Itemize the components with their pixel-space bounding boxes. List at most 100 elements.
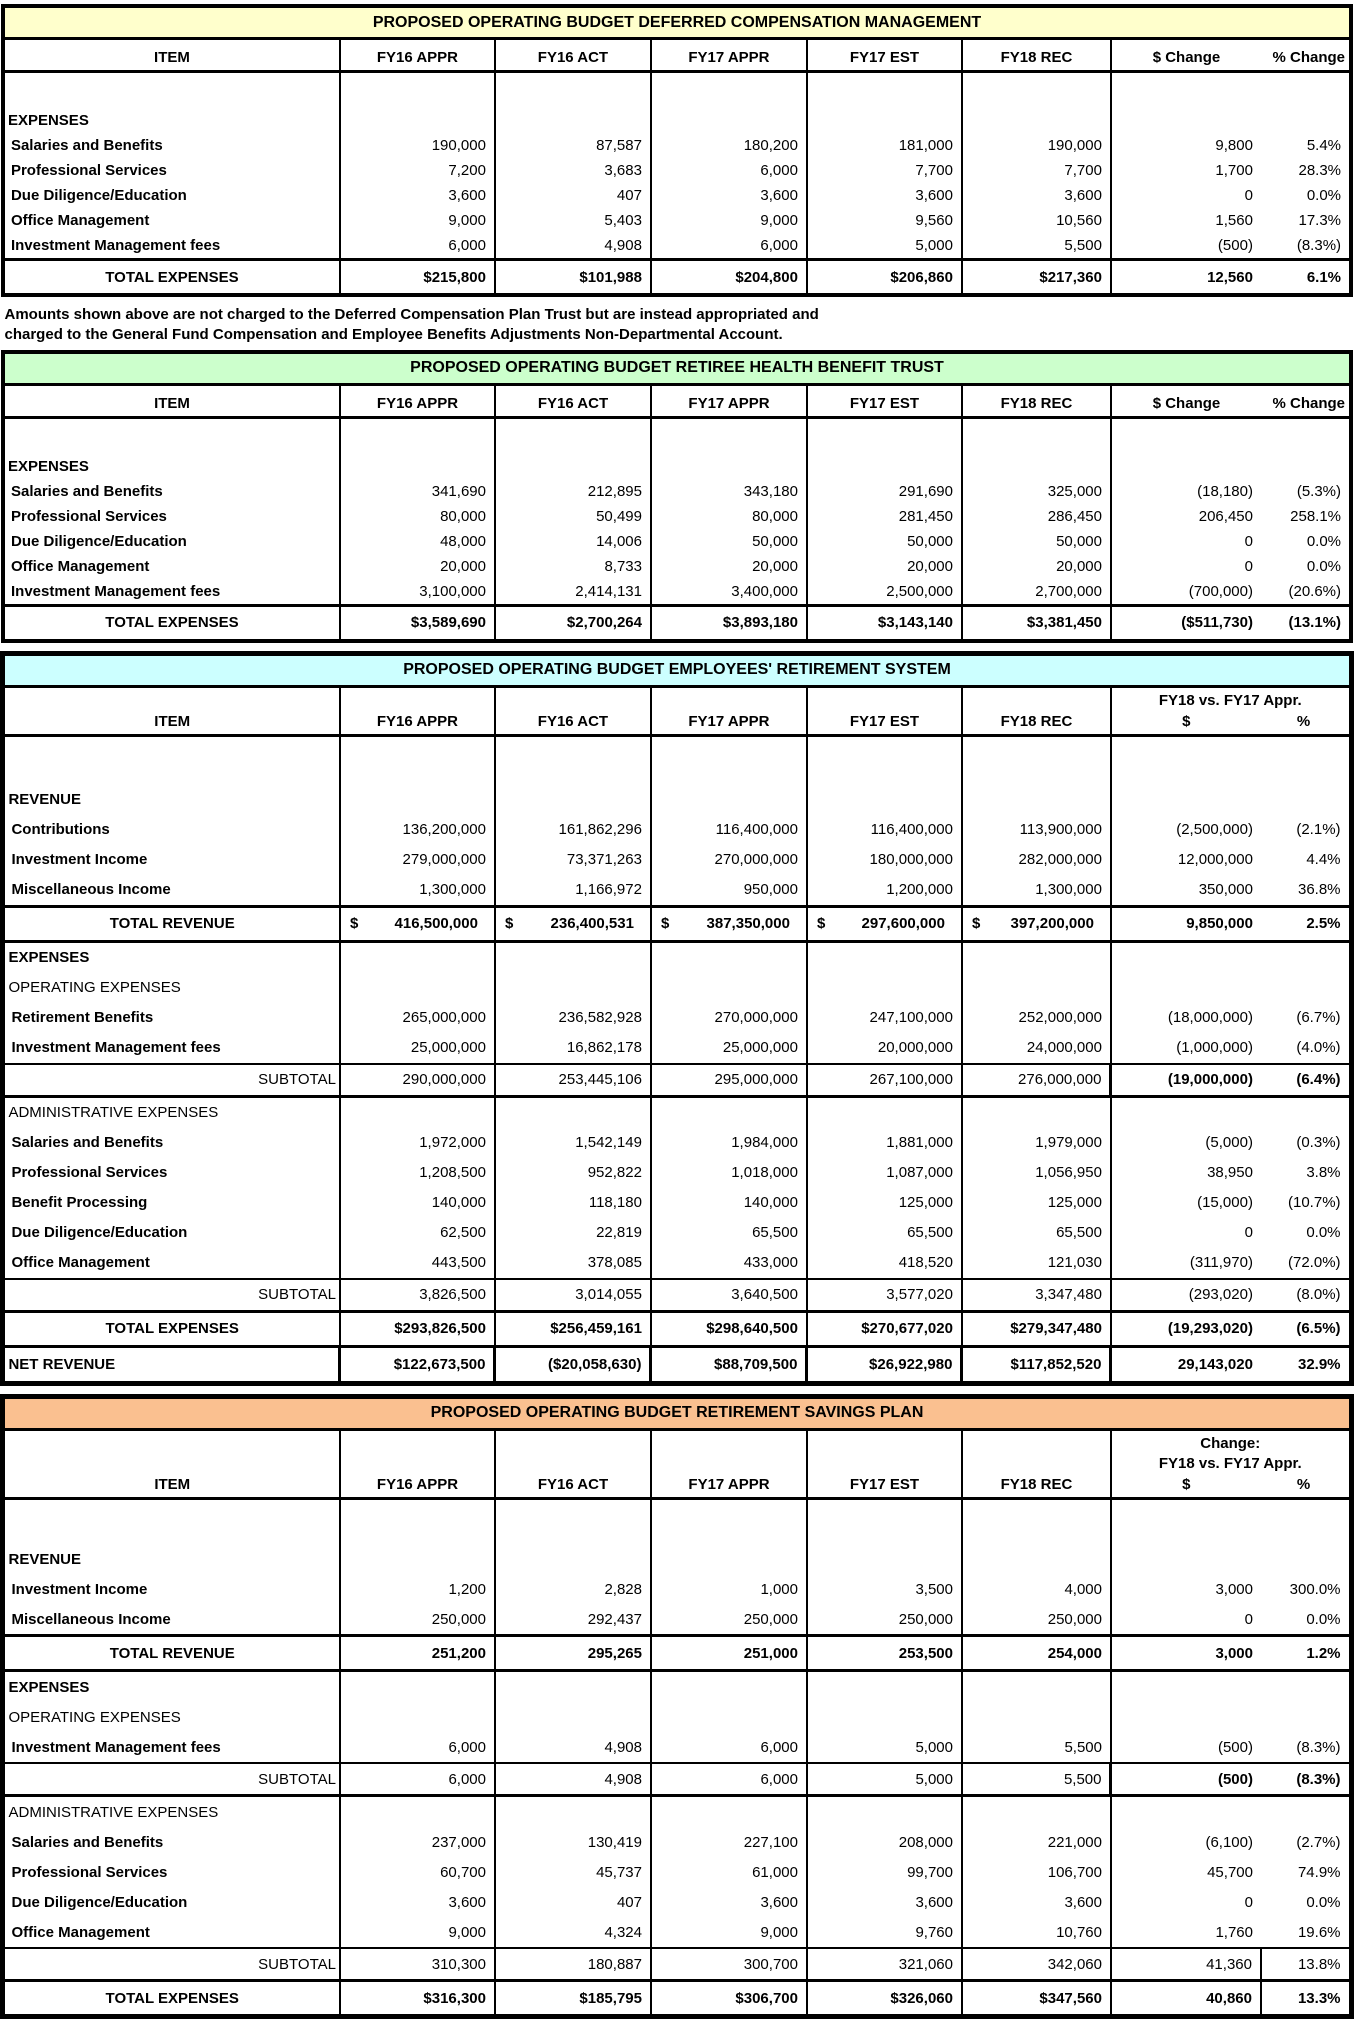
dollar-change-cell [1109,1498,1261,1545]
percent-change-cell: (6.5%) [1260,1309,1352,1348]
row-label: Due Diligence/Education [11,1224,188,1242]
value-cell [493,108,651,133]
value-cell: 190,000 [960,133,1111,158]
row-label: Retirement Benefits [11,1009,154,1027]
percent-change-cell: 0.0% [1306,1610,1341,1628]
dollar-change-cell [1109,71,1261,108]
col-header-item: ITEM [2,686,340,737]
percent-change-cell: 3.8% [1306,1164,1341,1182]
percent-change-cell: 1.2% [1260,1634,1352,1673]
table-row: Benefit Processing 140,000 118,180 140,000 1… [3,1187,1351,1218]
row-label: EXPENSES [7,457,89,475]
dollar-change-cell: 41,360 [1109,1947,1261,1981]
table-row: Investment Management fees 6,000 4,908 6,00… [3,1732,1351,1764]
table-row: Office Management 443,500 378,085 433,000 41… [3,1247,1351,1279]
value-cell: $3,381,450 [960,603,1111,642]
table-row: Salaries and Benefits 1,972,000 1,542,149 1… [3,1127,1351,1158]
value-cell: 7,200 [338,158,495,183]
value-cell: 3,600 [338,1887,495,1918]
value-cell: 9,000 [649,1917,807,1949]
value-cell: 2,700,000 [960,578,1111,605]
col-header-percent-change: % [1296,712,1311,730]
percent-change-cell: 6.1% [1260,258,1352,297]
table-row: Salaries and Benefits 190,000 87,587 180,20… [3,133,1351,158]
budget-table-retirement-savings-plan: PROPOSED OPERATING BUDGET RETIREMENT SAV… [0,1393,1354,2020]
value-cell: 253,445,106 [493,1062,651,1097]
row-label: Salaries and Benefits [10,482,163,500]
value-cell: $297,600,000 [805,904,962,943]
value-cell [338,1094,495,1128]
col-header-fy18-rec: FY18 REC [960,38,1111,73]
percent-change-cell: (2.1%) [1296,821,1341,839]
value-cell: $298,640,500 [649,1309,807,1348]
value-cell [493,1094,651,1128]
value-cell [960,417,1111,454]
dollar-change-cell: 0 [1109,553,1261,579]
table-row: Due Diligence/Education 3,600 407 3,600 3,60… [3,1887,1351,1918]
value-cell: 10,760 [960,1917,1111,1949]
row-label: Salaries and Benefits [11,1134,164,1152]
value-cell: 22,819 [493,1217,651,1248]
value-cell: 136,200,000 [338,814,495,845]
value-cell [338,784,495,815]
value-cell: 4,000 [960,1574,1111,1605]
value-cell: 267,100,000 [805,1062,962,1097]
value-cell [805,1670,962,1703]
dollar-change-cell: (311,970) [1109,1247,1261,1279]
col-header-dollar-change: $ [1182,1476,1191,1494]
table-row: TOTAL EXPENSES $215,800 $101,988 $204,800 $2… [2,258,1352,297]
value-cell [805,1544,962,1575]
value-cell [960,735,1111,785]
value-cell [649,453,807,479]
dollar-change-cell: 38,950 [1109,1157,1261,1188]
dollar-change-cell: ($511,730) [1109,603,1261,642]
dollar-change-cell [1109,453,1261,479]
value-cell: 20,000 [805,553,962,579]
value-cell: $387,350,000 [649,904,807,943]
value-cell [805,1498,962,1545]
row-label: Investment Income [11,1580,148,1598]
value-cell: 1,208,500 [338,1157,495,1188]
percent-change-cell [1261,1544,1351,1574]
dollar-change-cell [1109,1794,1261,1828]
dollar-change-cell: (6,100) [1109,1827,1261,1858]
value-cell: 1,972,000 [338,1127,495,1158]
value-cell: 3,347,480 [960,1277,1111,1312]
value-cell: 50,000 [649,528,807,554]
value-cell: 80,000 [649,503,807,529]
dollar-change-cell [1109,972,1261,1003]
col-header-fy16-appr: FY16 APPR [338,384,495,419]
value-cell: 125,000 [805,1187,962,1218]
table-header-row: ITEM FY16 APPR FY16 ACT FY17 APPR FY17 EST FY… [2,384,1352,419]
dollar-change-cell: 1,560 [1109,208,1261,233]
table-row: Investment Management fees 3,100,000 2,414… [3,578,1351,605]
row-label: REVENUE [8,1550,82,1568]
percent-change-cell: 28.3% [1298,162,1342,179]
dollar-change-cell [1109,735,1261,785]
value-cell [960,1498,1111,1545]
value-cell: 1,979,000 [960,1127,1111,1158]
value-cell: 45,737 [493,1857,651,1888]
value-cell: 140,000 [649,1187,807,1218]
accounting-value: $416,500,000 [342,915,486,932]
value-cell [960,784,1111,815]
table-row [3,735,1351,785]
value-cell: 282,000,000 [960,844,1111,875]
value-cell: 208,000 [805,1827,962,1858]
value-cell [493,1794,651,1828]
value-cell: 99,700 [805,1857,962,1888]
value-cell: 407 [493,183,651,208]
value-cell: 378,085 [493,1247,651,1279]
value-cell: 250,000 [805,1604,962,1636]
value-cell: 9,000 [649,208,807,233]
value-cell: 247,100,000 [805,1002,962,1033]
value-cell: 1,984,000 [649,1127,807,1158]
dollar-change-cell: 9,850,000 [1109,904,1261,943]
row-label: NET REVENUE [2,1344,340,1384]
value-cell: 343,180 [649,478,807,504]
col-header-dollar-change: $ [1182,712,1191,730]
value-cell: 8,733 [493,553,651,579]
value-cell: 1,018,000 [649,1157,807,1188]
value-cell: 25,000,000 [338,1032,495,1064]
value-cell: $236,400,531 [493,904,651,943]
